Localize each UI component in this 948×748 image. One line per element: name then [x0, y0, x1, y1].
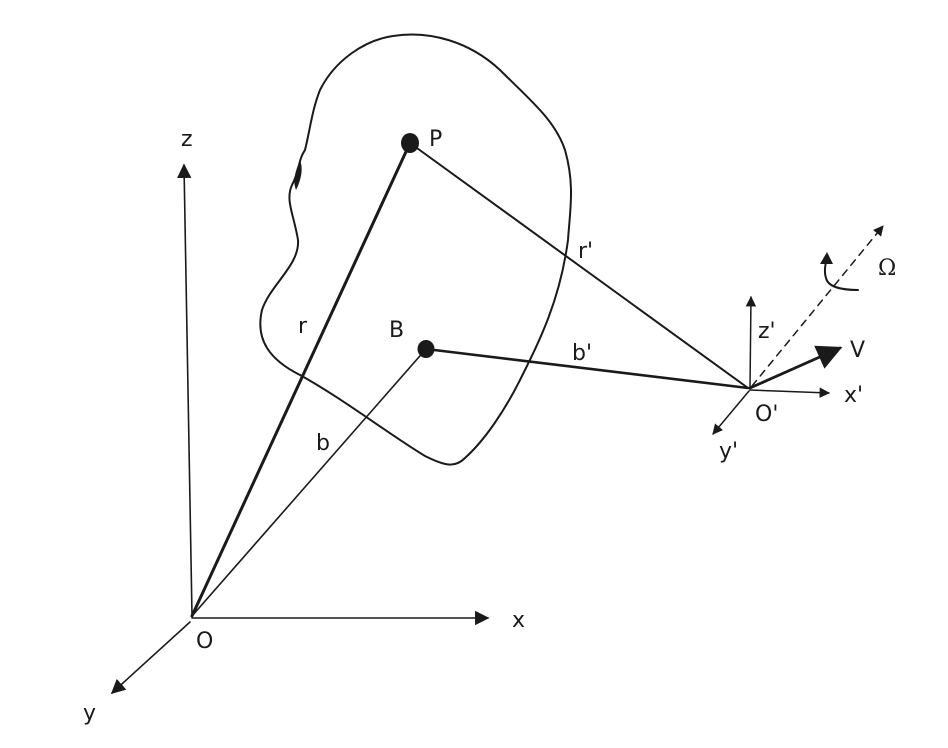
label-x: x — [512, 608, 525, 633]
label-z-prime: z' — [758, 319, 776, 344]
omega-axis-dashed — [751, 225, 884, 387]
omega-rotation-arrow — [823, 257, 859, 291]
label-z: z — [181, 127, 193, 152]
label-V: V — [850, 338, 865, 363]
y-axis — [110, 621, 191, 694]
z-axis — [177, 163, 193, 616]
point-B — [417, 340, 435, 358]
label-y: y — [83, 701, 96, 726]
vector-r — [190, 141, 412, 618]
label-B: B — [389, 318, 404, 343]
y-prime-axis — [712, 390, 750, 435]
label-omega: Ω — [878, 256, 896, 281]
velocity-V-arrow — [748, 345, 843, 390]
x-prime-axis — [749, 387, 831, 398]
vector-r-prime — [409, 142, 749, 389]
label-origin: O — [196, 629, 213, 654]
label-b: b — [316, 431, 330, 456]
label-r-prime: r' — [578, 239, 593, 264]
label-r: r — [298, 314, 308, 339]
vector-b — [191, 348, 427, 617]
label-y-prime: y' — [719, 439, 738, 464]
vector-b-prime — [424, 347, 750, 390]
omega-rotation-arrowhead — [820, 252, 833, 264]
label-x-prime: x' — [844, 383, 863, 408]
point-P — [401, 133, 419, 153]
label-b-prime: b' — [572, 341, 592, 366]
label-origin-prime: O' — [755, 402, 778, 427]
body-outline — [259, 33, 572, 466]
body-outline-notch — [294, 160, 302, 190]
label-P: P — [429, 127, 442, 152]
z-prime-axis — [745, 295, 757, 389]
